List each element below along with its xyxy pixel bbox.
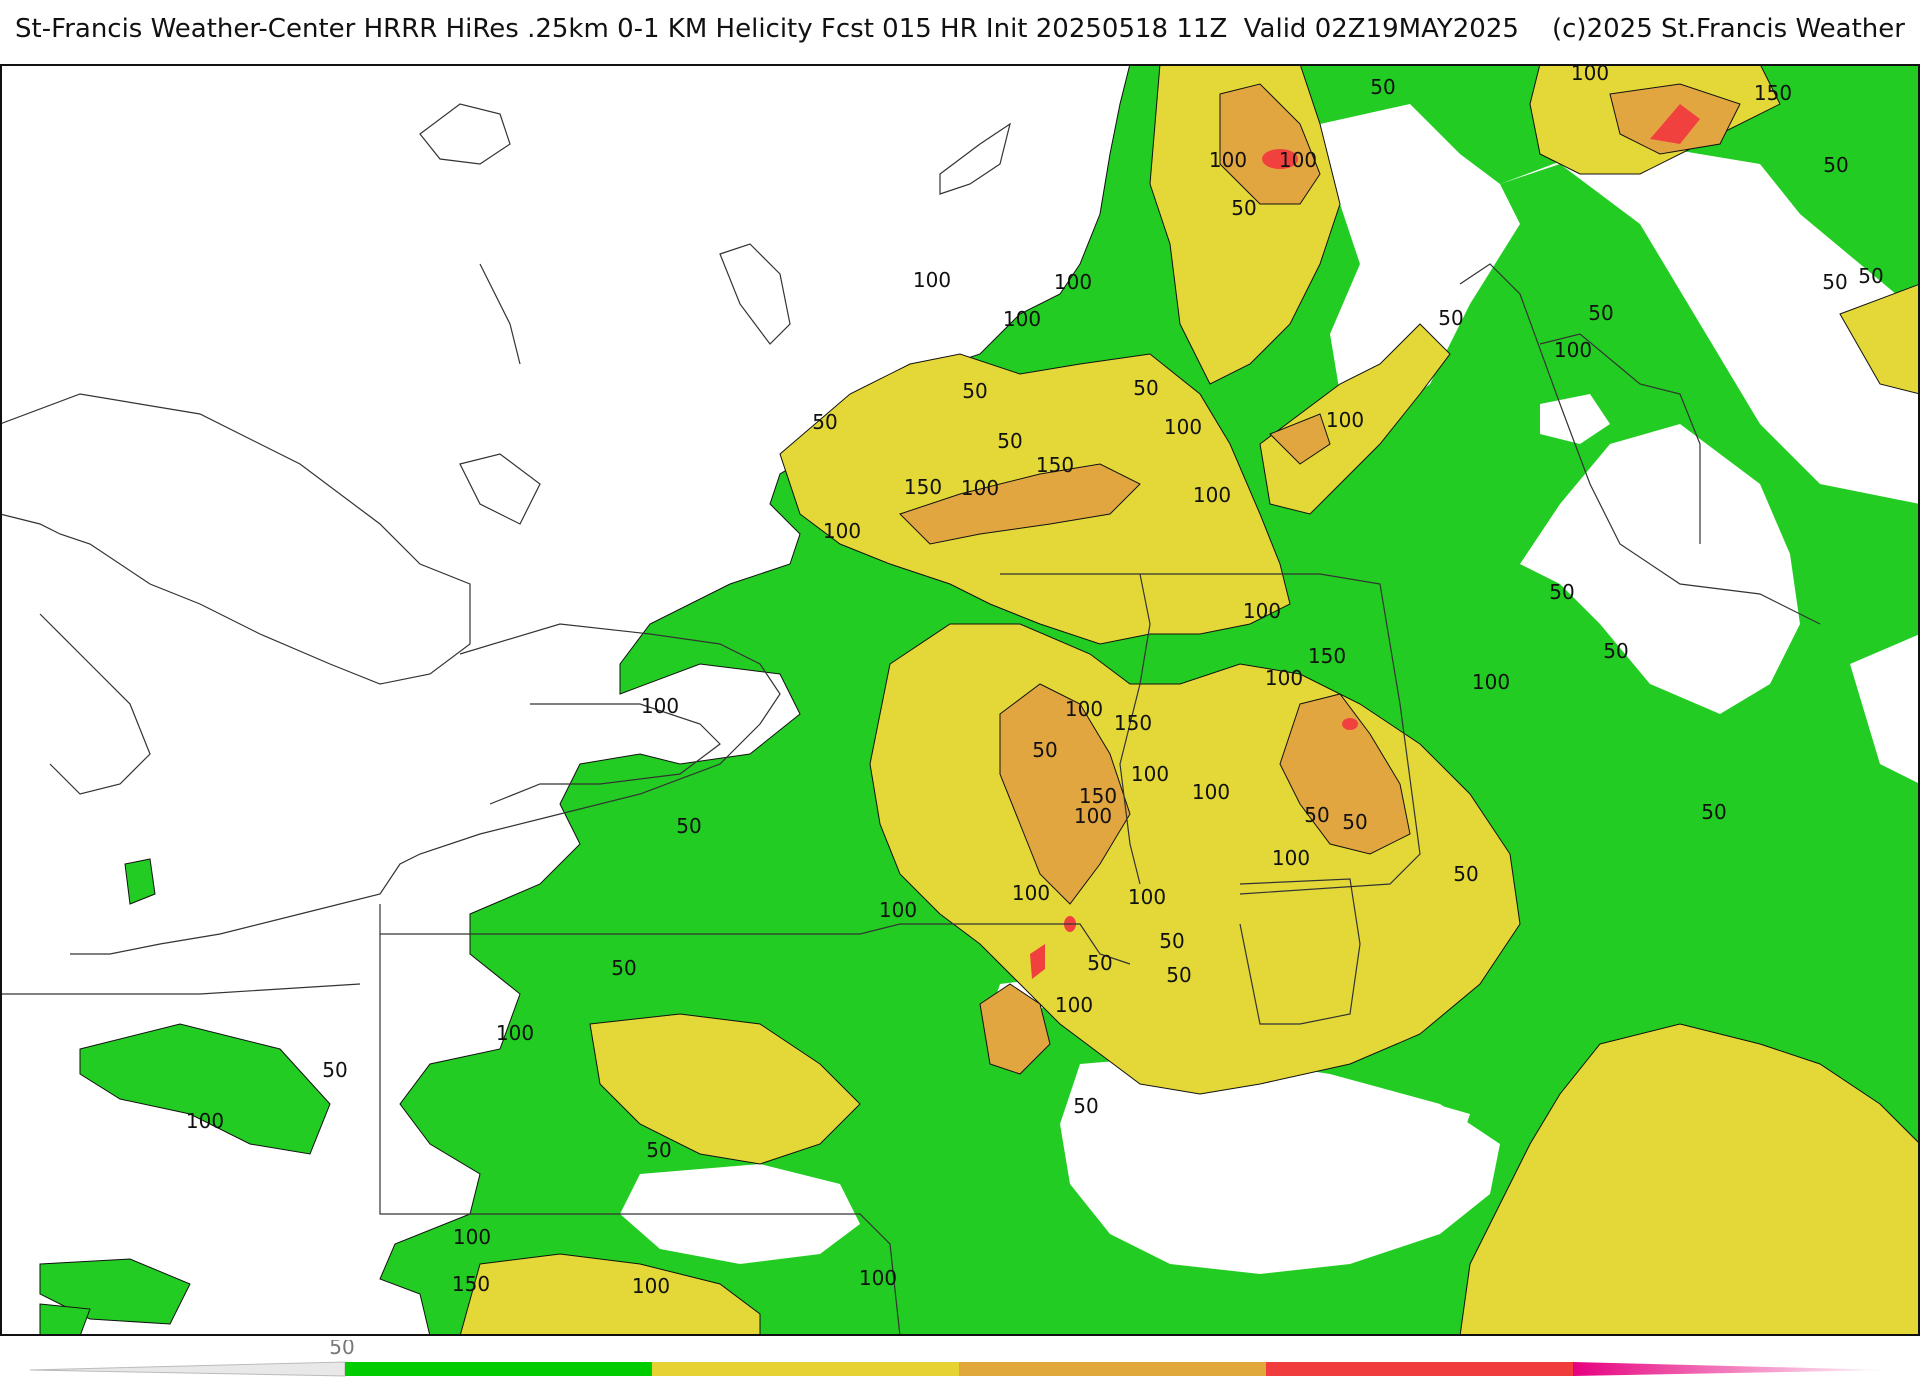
contour-label: 50 — [1549, 580, 1574, 604]
colorbar: 50 — [29, 1340, 1890, 1377]
contour-label: 100 — [1012, 881, 1050, 905]
contour-label: 100 — [186, 1109, 224, 1133]
contour-label: 150 — [1308, 644, 1346, 668]
contour-label: 50 — [1453, 862, 1478, 886]
map-frame — [0, 64, 1920, 1336]
contour-label: 150 — [1079, 784, 1117, 808]
colorbar-band-100 — [652, 1362, 959, 1376]
contour-label: 100 — [1209, 148, 1247, 172]
contour-label: 100 — [1128, 885, 1166, 909]
contour-label: 50 — [1823, 153, 1848, 177]
contour-label: 150 — [1036, 453, 1074, 477]
contour-label: 100 — [961, 476, 999, 500]
contour-label: 100 — [1192, 780, 1230, 804]
colorbar-band-150 — [959, 1362, 1266, 1376]
contour-label: 50 — [1822, 270, 1847, 294]
contour-label: 50 — [1603, 639, 1628, 663]
contour-label: 50 — [1133, 376, 1158, 400]
contour-label: 100 — [453, 1225, 491, 1249]
contour-label: 50 — [611, 956, 636, 980]
colorbar-tick-label: 50 — [329, 1340, 354, 1359]
contour-label: 100 — [1003, 307, 1041, 331]
contour-label: 100 — [1554, 338, 1592, 362]
contour-label: 50 — [1858, 264, 1883, 288]
contour-label: 50 — [1073, 1094, 1098, 1118]
contour-label: 50 — [1087, 951, 1112, 975]
contour-label: 50 — [322, 1058, 347, 1082]
contour-label: 50 — [1370, 75, 1395, 99]
contour-label: 100 — [1065, 697, 1103, 721]
contour-label: 100 — [859, 1266, 897, 1290]
contour-label: 100 — [823, 519, 861, 543]
contour-label: 50 — [1159, 929, 1184, 953]
contour-label: 50 — [1588, 301, 1613, 325]
contour-label: 50 — [646, 1138, 671, 1162]
geographic-boundaries — [0, 103, 1821, 1336]
contour-label: 150 — [904, 475, 942, 499]
contour-label: 100 — [1243, 599, 1281, 623]
contour-label: 150 — [1754, 81, 1792, 105]
contour-label: 50 — [1231, 196, 1256, 220]
contour-label: 100 — [1055, 993, 1093, 1017]
contour-label: 100 — [1571, 64, 1609, 85]
contour-label: 50 — [676, 814, 701, 838]
contour-label: 100 — [1074, 804, 1112, 828]
map-title: St-Francis Weather-Center HRRR HiRes .25… — [15, 14, 1905, 44]
contour-label: 50 — [997, 429, 1022, 453]
colorbar-over-arrow — [1573, 1362, 1890, 1376]
helicity-200-fill — [1030, 104, 1700, 979]
contour-label: 100 — [1326, 408, 1364, 432]
contour-label: 100 — [1279, 148, 1317, 172]
helicity-150-fill — [899, 83, 1741, 1075]
colorbar-band-50 — [345, 1362, 652, 1376]
contour-label: 100 — [913, 268, 951, 292]
contour-label: 50 — [962, 379, 987, 403]
contour-label: 100 — [879, 898, 917, 922]
colorbar-band-200 — [1266, 1362, 1573, 1376]
contour-label: 100 — [1272, 846, 1310, 870]
contour-label: 100 — [1164, 415, 1202, 439]
contour-label: 50 — [1032, 738, 1057, 762]
contour-label: 150 — [1114, 711, 1152, 735]
contour-label: 50 — [1438, 306, 1463, 330]
helicity-below-50-areas — [620, 104, 1920, 1274]
contour-label: 100 — [641, 694, 679, 718]
contour-label: 50 — [1304, 803, 1329, 827]
contour-label: 50 — [1166, 963, 1191, 987]
contour-label: 100 — [1054, 270, 1092, 294]
contour-label: 100 — [632, 1274, 670, 1298]
contour-label: 50 — [812, 410, 837, 434]
contour-label: 100 — [1472, 670, 1510, 694]
contour-label: 50 — [1342, 810, 1367, 834]
contour-label: 100 — [1265, 666, 1303, 690]
contour-label: 150 — [452, 1272, 490, 1296]
contour-label: 100 — [1193, 483, 1231, 507]
contour-label: 50 — [1701, 800, 1726, 824]
contour-label: 100 — [496, 1021, 534, 1045]
contour-label: 100 — [1131, 762, 1169, 786]
colorbar-under-arrow — [29, 1361, 346, 1377]
